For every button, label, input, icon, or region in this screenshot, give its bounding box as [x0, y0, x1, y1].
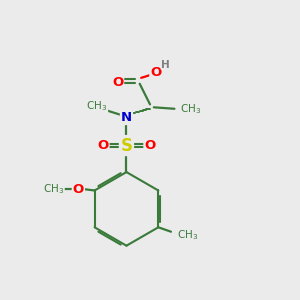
Text: O: O: [73, 182, 84, 196]
Text: O: O: [150, 66, 161, 79]
Text: O: O: [112, 76, 123, 89]
Text: CH$_3$: CH$_3$: [180, 102, 202, 116]
Text: S: S: [120, 136, 132, 154]
Text: O: O: [144, 139, 156, 152]
Text: CH$_3$: CH$_3$: [178, 228, 199, 242]
Text: O: O: [97, 139, 109, 152]
Text: N: N: [121, 111, 132, 124]
Text: CH$_3$: CH$_3$: [86, 99, 108, 113]
Text: CH$_3$: CH$_3$: [43, 182, 64, 196]
Text: H: H: [161, 60, 170, 70]
